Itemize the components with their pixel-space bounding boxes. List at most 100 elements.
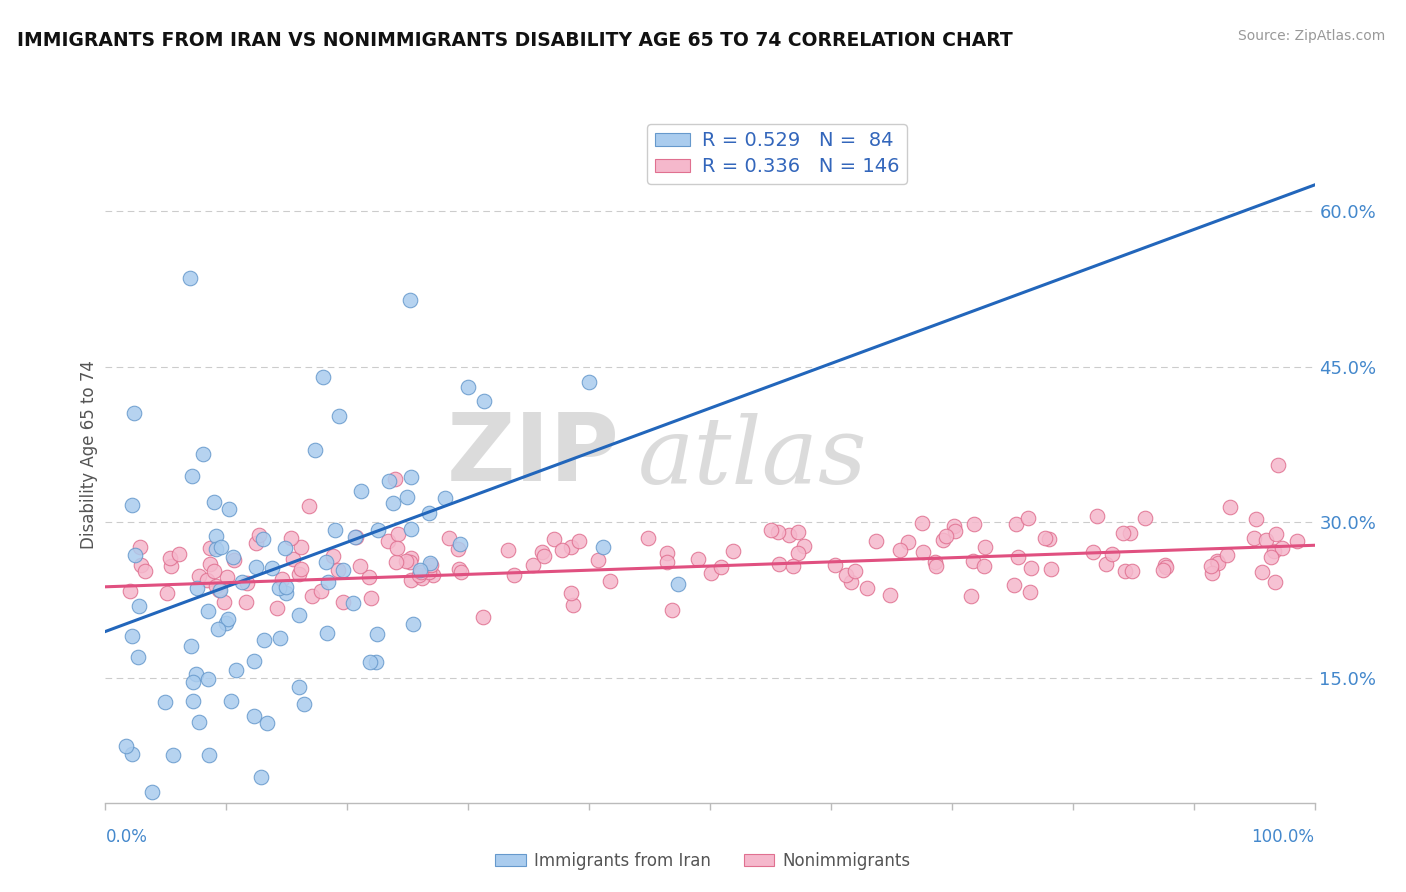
Point	[202, 495, 225, 509]
Point	[1285, 534, 1308, 549]
Text: IMMIGRANTS FROM IRAN VS NONIMMIGRANTS DISABILITY AGE 65 TO 74 CORRELATION CHART: IMMIGRANTS FROM IRAN VS NONIMMIGRANTS DI…	[17, 31, 1012, 50]
Point	[250, 771, 273, 785]
Point	[409, 566, 432, 580]
Point	[367, 523, 389, 537]
Point	[328, 409, 350, 423]
Point	[399, 522, 422, 536]
Point	[252, 633, 274, 648]
Point	[879, 588, 901, 602]
Point	[560, 541, 582, 555]
Point	[599, 574, 621, 589]
Point	[1199, 558, 1222, 573]
Point	[224, 553, 246, 567]
Text: atlas: atlas	[637, 413, 868, 503]
Point	[366, 656, 388, 670]
Point	[343, 530, 366, 544]
Point	[419, 556, 441, 570]
Point	[208, 582, 231, 597]
Point	[778, 527, 800, 541]
Point	[450, 566, 472, 580]
Point	[387, 541, 409, 555]
Point	[269, 631, 291, 645]
Point	[787, 546, 810, 560]
Point	[399, 574, 422, 588]
Point	[156, 586, 179, 600]
Point	[402, 617, 425, 632]
Point	[181, 675, 204, 690]
Point	[301, 589, 323, 603]
Point	[274, 585, 297, 599]
Point	[1206, 556, 1229, 570]
Point	[184, 667, 207, 681]
Point	[219, 694, 242, 708]
Point	[225, 663, 247, 677]
Point	[409, 563, 432, 577]
Point	[399, 551, 422, 566]
Point	[974, 540, 997, 554]
Point	[245, 536, 267, 550]
Point	[342, 596, 364, 610]
Point	[384, 472, 406, 486]
Point	[1007, 549, 1029, 564]
Point	[243, 708, 266, 723]
Point	[962, 517, 984, 532]
Point	[197, 747, 219, 762]
Point	[215, 616, 238, 631]
Point	[188, 568, 211, 582]
Point	[274, 541, 297, 555]
Point	[411, 571, 433, 585]
Point	[865, 533, 887, 548]
Point	[349, 559, 371, 574]
Point	[316, 574, 339, 589]
Point	[266, 600, 288, 615]
Point	[586, 553, 609, 567]
Point	[824, 558, 846, 572]
Legend: R = 0.529   N =  84, R = 0.336   N = 146: R = 0.529 N = 84, R = 0.336 N = 146	[647, 124, 907, 184]
Point	[661, 603, 683, 617]
Point	[377, 533, 399, 548]
Point	[205, 541, 228, 556]
Point	[568, 533, 591, 548]
Point	[323, 523, 346, 537]
Point	[896, 535, 918, 549]
Point	[655, 555, 678, 569]
Point	[292, 698, 315, 712]
Point	[197, 672, 219, 686]
Point	[207, 622, 229, 636]
Point	[551, 542, 574, 557]
Point	[197, 604, 219, 618]
Point	[381, 496, 404, 510]
Point	[121, 629, 143, 643]
Point	[457, 380, 479, 394]
Point	[281, 552, 304, 566]
Point	[761, 523, 783, 537]
Point	[315, 556, 337, 570]
Point	[377, 474, 399, 488]
Point	[205, 578, 228, 592]
Point	[312, 370, 335, 384]
Point	[121, 747, 143, 761]
Point	[786, 524, 808, 539]
Point	[359, 656, 381, 670]
Point	[344, 530, 367, 544]
Legend: Immigrants from Iran, Nonimmigrants: Immigrants from Iran, Nonimmigrants	[489, 846, 917, 877]
Point	[418, 506, 440, 520]
Point	[962, 554, 984, 568]
Point	[198, 557, 221, 571]
Point	[855, 582, 877, 596]
Point	[256, 716, 278, 731]
Point	[316, 625, 339, 640]
Point	[332, 563, 354, 577]
Point	[235, 595, 257, 609]
Point	[1002, 578, 1025, 592]
Y-axis label: Disability Age 65 to 74: Disability Age 65 to 74	[80, 360, 98, 549]
Point	[1263, 544, 1285, 558]
Point	[247, 528, 270, 542]
Point	[422, 568, 444, 582]
Point	[243, 654, 266, 668]
Point	[960, 589, 983, 603]
Point	[1264, 527, 1286, 541]
Text: ZIP: ZIP	[447, 409, 620, 501]
Point	[252, 532, 274, 546]
Point	[835, 567, 858, 582]
